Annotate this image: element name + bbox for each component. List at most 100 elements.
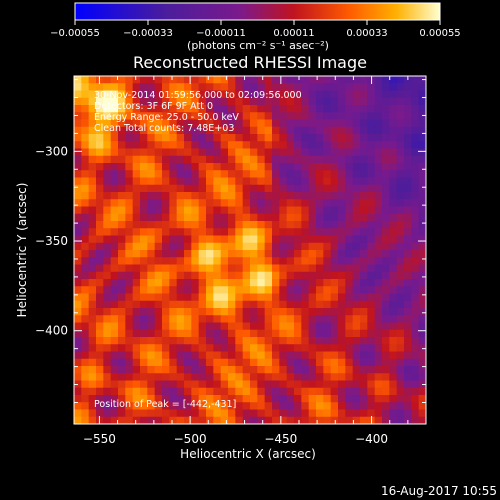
heatmap-cell — [389, 242, 398, 251]
heatmap-cell — [213, 112, 222, 121]
heatmap-cell — [396, 279, 405, 287]
heatmap-cell — [132, 293, 141, 302]
heatmap-cell — [396, 177, 405, 186]
heatmap-cell — [235, 387, 244, 396]
heatmap-cell — [140, 221, 148, 229]
heatmap-cell — [154, 228, 163, 237]
heatmap-cell — [272, 141, 280, 150]
heatmap-cell — [103, 112, 112, 121]
heatmap-cell — [88, 250, 97, 258]
heatmap-cell — [206, 163, 214, 171]
heatmap-cell — [88, 105, 97, 113]
colorbar-tick-label: 0.00011 — [273, 28, 314, 39]
heatmap-cell — [367, 112, 376, 121]
heatmap-cell — [404, 163, 412, 171]
heatmap-cell — [374, 97, 383, 106]
heatmap-cell — [162, 315, 170, 324]
heatmap-cell — [352, 177, 361, 186]
heatmap-cell — [103, 358, 112, 367]
heatmap-cell — [330, 155, 339, 164]
heatmap-cell — [330, 257, 339, 266]
heatmap-cell — [323, 279, 332, 287]
heatmap-cell — [404, 141, 412, 150]
heatmap-cell — [176, 387, 185, 396]
heatmap-cell — [374, 279, 383, 287]
heatmap-cell — [264, 105, 273, 113]
heatmap-cell — [367, 402, 376, 411]
heatmap-cell — [184, 351, 192, 360]
heatmap-cell — [250, 134, 258, 142]
heatmap-cell — [184, 177, 192, 186]
chart-title: Reconstructed RHESSI Image — [133, 53, 367, 72]
heatmap-cell — [272, 395, 280, 403]
heatmap-cell — [338, 76, 346, 84]
heatmap-cell — [213, 293, 222, 302]
heatmap-cell — [162, 163, 170, 171]
heatmap-cell — [169, 134, 178, 142]
heatmap-cell — [294, 163, 302, 171]
heatmap-cell — [132, 373, 141, 382]
heatmap-cell — [125, 250, 134, 258]
heatmap-cell — [308, 148, 317, 157]
heatmap-cell — [323, 293, 332, 302]
heatmap-cell — [404, 409, 412, 418]
heatmap-cell — [213, 344, 222, 353]
heatmap-cell — [250, 199, 258, 208]
heatmap-cell — [213, 192, 222, 200]
heatmap-cell — [308, 322, 317, 331]
heatmap-cell — [323, 329, 332, 338]
heatmap-cell — [198, 177, 207, 186]
heatmap-cell — [191, 344, 200, 353]
heatmap-cell — [235, 315, 244, 324]
heatmap-cell — [228, 213, 236, 222]
heatmap-cell — [250, 105, 258, 113]
heatmap-cell — [88, 329, 97, 338]
heatmap-cell — [88, 199, 97, 208]
heatmap-cell — [272, 257, 280, 266]
heatmap-cell — [418, 228, 426, 237]
heatmap-cell — [316, 105, 324, 113]
heatmap-cell — [140, 206, 148, 215]
heatmap-cell — [352, 271, 361, 280]
heatmap-cell — [176, 380, 185, 389]
heatmap-cell — [382, 366, 390, 374]
heatmap-cell — [242, 228, 251, 237]
heatmap-cell — [250, 76, 258, 84]
heatmap-cell — [103, 257, 112, 266]
heatmap-cell — [220, 199, 229, 208]
heatmap-cell — [147, 155, 156, 164]
heatmap-cell — [96, 358, 104, 367]
heatmap-cell — [316, 344, 324, 353]
heatmap-cell — [242, 402, 251, 411]
heatmap-cell — [272, 322, 280, 331]
heatmap-cell — [257, 387, 266, 396]
heatmap-cell — [316, 134, 324, 142]
heatmap-cell — [110, 126, 119, 135]
heatmap-cell — [286, 112, 295, 121]
heatmap-cell — [345, 387, 354, 396]
heatmap-cell — [389, 90, 398, 99]
heatmap-cell — [323, 126, 332, 135]
heatmap-cell — [389, 192, 398, 200]
heatmap-cell — [162, 141, 170, 150]
heatmap-cell — [235, 279, 244, 287]
heatmap-cell — [162, 242, 170, 251]
heatmap-cell — [264, 119, 273, 128]
heatmap-cell — [367, 373, 376, 382]
heatmap-cell — [147, 163, 156, 171]
heatmap-cell — [396, 155, 405, 164]
heatmap-cell — [360, 235, 368, 244]
heatmap-cell — [257, 380, 266, 389]
colorbar-tick-label: 0.00033 — [346, 28, 387, 39]
heatmap-cell — [352, 228, 361, 237]
heatmap-cell — [308, 344, 317, 353]
heatmap-cell — [286, 105, 295, 113]
heatmap-cell — [220, 221, 229, 229]
heatmap-cell — [162, 213, 170, 222]
heatmap-cell — [176, 170, 185, 179]
heatmap-cell — [389, 271, 398, 280]
heatmap-cell — [198, 170, 207, 179]
heatmap-cell — [147, 271, 156, 280]
heatmap-cell — [74, 90, 82, 99]
heatmap-cell — [125, 293, 134, 302]
